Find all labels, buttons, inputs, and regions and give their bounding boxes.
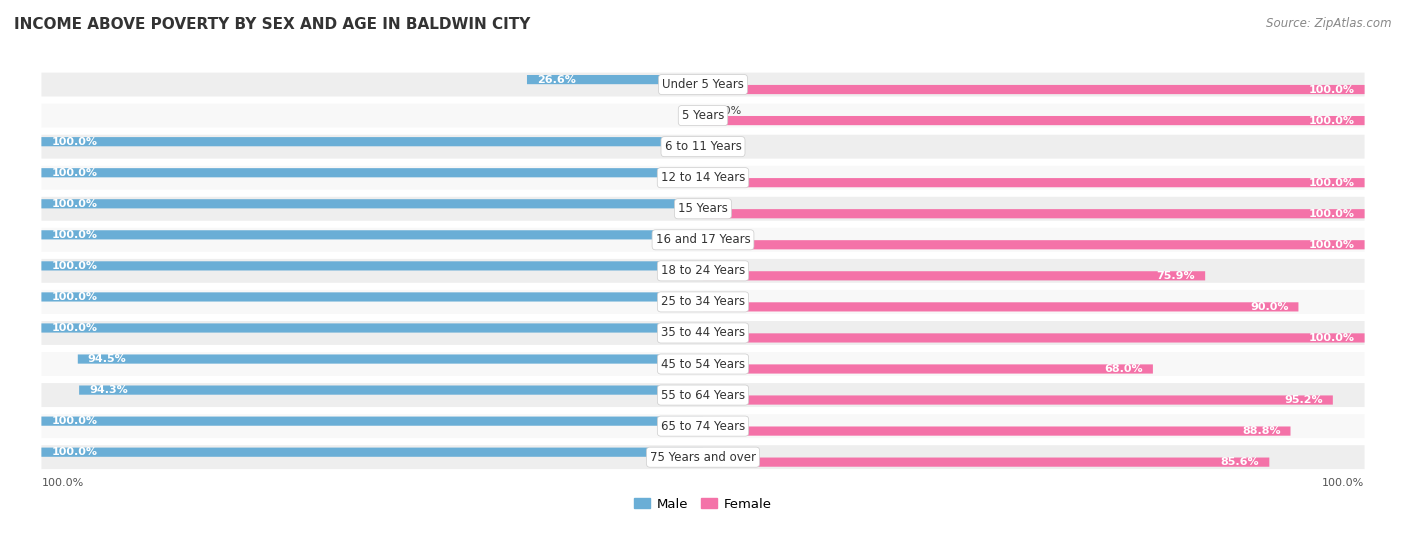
FancyBboxPatch shape: [41, 445, 1365, 469]
FancyBboxPatch shape: [41, 383, 1365, 407]
FancyBboxPatch shape: [703, 427, 1291, 435]
Text: 100.0%: 100.0%: [1309, 240, 1354, 250]
FancyBboxPatch shape: [703, 85, 1365, 94]
Text: 35 to 44 Years: 35 to 44 Years: [661, 326, 745, 339]
Text: 45 to 54 Years: 45 to 54 Years: [661, 358, 745, 371]
Text: 15 Years: 15 Years: [678, 202, 728, 215]
Text: 18 to 24 Years: 18 to 24 Years: [661, 264, 745, 277]
FancyBboxPatch shape: [41, 414, 1365, 438]
FancyBboxPatch shape: [41, 73, 1365, 97]
FancyBboxPatch shape: [77, 354, 703, 364]
Text: 94.3%: 94.3%: [89, 385, 128, 395]
FancyBboxPatch shape: [41, 135, 1365, 159]
Text: 100.0%: 100.0%: [52, 323, 97, 333]
FancyBboxPatch shape: [703, 395, 1333, 405]
Text: 94.5%: 94.5%: [87, 354, 127, 364]
FancyBboxPatch shape: [41, 199, 703, 209]
Text: 100.0%: 100.0%: [52, 292, 97, 302]
Text: 0.0%: 0.0%: [665, 146, 693, 157]
Text: 100.0%: 100.0%: [52, 416, 97, 426]
FancyBboxPatch shape: [41, 416, 703, 426]
FancyBboxPatch shape: [41, 292, 703, 301]
FancyBboxPatch shape: [41, 290, 1365, 314]
FancyBboxPatch shape: [41, 352, 1365, 376]
Text: 75 Years and over: 75 Years and over: [650, 451, 756, 463]
Text: 85.6%: 85.6%: [1220, 457, 1260, 467]
Text: 68.0%: 68.0%: [1104, 364, 1143, 374]
Text: 25 to 34 Years: 25 to 34 Years: [661, 295, 745, 309]
Text: 100.0%: 100.0%: [1309, 116, 1354, 126]
FancyBboxPatch shape: [41, 166, 1365, 190]
FancyBboxPatch shape: [703, 333, 1365, 343]
Text: 100.0%: 100.0%: [52, 199, 97, 209]
FancyBboxPatch shape: [41, 261, 703, 271]
FancyBboxPatch shape: [41, 168, 703, 177]
Text: 100.0%: 100.0%: [1309, 84, 1354, 94]
Text: 100.0%: 100.0%: [52, 168, 97, 178]
Text: 100.0%: 100.0%: [52, 447, 97, 457]
Text: 55 to 64 Years: 55 to 64 Years: [661, 389, 745, 401]
Text: 65 to 74 Years: 65 to 74 Years: [661, 420, 745, 433]
FancyBboxPatch shape: [41, 324, 703, 333]
FancyBboxPatch shape: [41, 321, 1365, 345]
Text: 100.0%: 100.0%: [52, 230, 97, 240]
FancyBboxPatch shape: [703, 364, 1153, 373]
FancyBboxPatch shape: [703, 302, 1298, 311]
FancyBboxPatch shape: [703, 116, 1365, 125]
FancyBboxPatch shape: [41, 228, 1365, 252]
Text: 100.0%: 100.0%: [1322, 477, 1365, 487]
Text: 90.0%: 90.0%: [1250, 302, 1288, 312]
Text: Under 5 Years: Under 5 Years: [662, 78, 744, 91]
Text: 100.0%: 100.0%: [1309, 333, 1354, 343]
FancyBboxPatch shape: [527, 75, 703, 84]
FancyBboxPatch shape: [41, 137, 703, 146]
Text: 16 and 17 Years: 16 and 17 Years: [655, 233, 751, 247]
FancyBboxPatch shape: [41, 230, 703, 239]
Text: 6 to 11 Years: 6 to 11 Years: [665, 140, 741, 153]
Legend: Male, Female: Male, Female: [628, 492, 778, 516]
FancyBboxPatch shape: [703, 271, 1205, 281]
Text: 0.0%: 0.0%: [713, 106, 741, 116]
FancyBboxPatch shape: [703, 457, 1270, 467]
Text: 100.0%: 100.0%: [1309, 209, 1354, 219]
FancyBboxPatch shape: [41, 259, 1365, 283]
FancyBboxPatch shape: [703, 178, 1365, 187]
Text: 88.8%: 88.8%: [1241, 426, 1281, 436]
FancyBboxPatch shape: [703, 209, 1365, 219]
Text: 100.0%: 100.0%: [52, 137, 97, 146]
FancyBboxPatch shape: [41, 448, 703, 457]
FancyBboxPatch shape: [41, 197, 1365, 221]
Text: 100.0%: 100.0%: [1309, 178, 1354, 188]
Text: 100.0%: 100.0%: [41, 477, 84, 487]
FancyBboxPatch shape: [703, 240, 1365, 249]
FancyBboxPatch shape: [41, 103, 1365, 127]
Text: 12 to 14 Years: 12 to 14 Years: [661, 171, 745, 184]
Text: 95.2%: 95.2%: [1284, 395, 1323, 405]
Text: 75.9%: 75.9%: [1157, 271, 1195, 281]
Text: INCOME ABOVE POVERTY BY SEX AND AGE IN BALDWIN CITY: INCOME ABOVE POVERTY BY SEX AND AGE IN B…: [14, 17, 530, 32]
Text: 5 Years: 5 Years: [682, 109, 724, 122]
Text: 26.6%: 26.6%: [537, 74, 576, 84]
Text: 100.0%: 100.0%: [52, 261, 97, 271]
Text: Source: ZipAtlas.com: Source: ZipAtlas.com: [1267, 17, 1392, 30]
FancyBboxPatch shape: [79, 386, 703, 395]
